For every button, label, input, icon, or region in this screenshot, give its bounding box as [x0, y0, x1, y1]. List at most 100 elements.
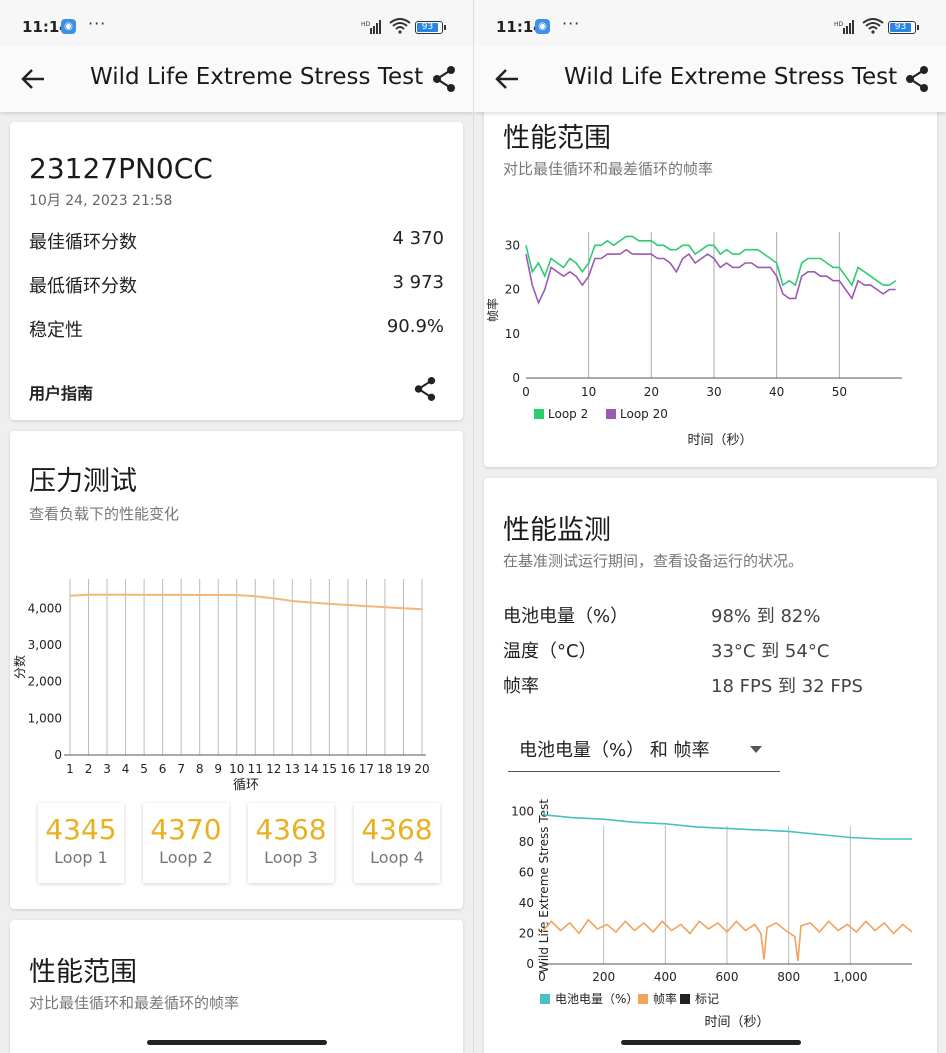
user-guide-link[interactable]: 用户指南: [29, 384, 94, 403]
legend-swatch: [606, 409, 616, 419]
device-name: 23127PN0CC: [29, 152, 213, 185]
x-tick-label: 30: [706, 385, 721, 399]
x-tick-label: 19: [396, 762, 411, 776]
framerate-value: 18 FPS 到 32 FPS: [711, 676, 863, 697]
loop-score: 4368: [255, 813, 327, 846]
y-tick-label: 1,000: [28, 711, 62, 725]
svg-text:HD: HD: [361, 21, 371, 28]
monitor-subtitle: 在基准测试运行期间，查看设备运行的状况。: [503, 552, 804, 570]
range-title: 性能范围: [29, 957, 137, 988]
battery-value: 98% 到 82%: [711, 606, 821, 627]
metric-dropdown[interactable]: 电池电量（%） 和 帧率: [508, 730, 780, 772]
x-tick-label: 11: [248, 762, 263, 776]
y-axis-title: 分数: [12, 655, 27, 679]
stability-value: 90.9%: [386, 316, 444, 337]
share-icon[interactable]: [413, 376, 437, 402]
right-screen: 11:14 ◉ ··· HD 93 Wild Life Extreme Stre…: [473, 0, 946, 1053]
fps-range-chart: 0 10 20 30 40 50 0 10 20 30 帧率 Loop 2 Loop 20 时间（秒）: [485, 232, 902, 448]
legend-label: 帧率: [653, 991, 677, 1006]
x-tick-label: 15: [322, 762, 337, 776]
y-tick-label: 20: [519, 927, 534, 941]
x-tick-label: 8: [196, 762, 204, 776]
status-time: 11:14: [496, 18, 544, 36]
home-indicator[interactable]: [147, 1040, 327, 1045]
x-tick-label: 16: [340, 762, 355, 776]
legend-swatch: [534, 409, 544, 419]
test-date: 10月 24, 2023 21:58: [29, 193, 173, 209]
share-icon[interactable]: [904, 65, 930, 93]
status-bar: 11:14 ◉ ··· HD 93: [474, 0, 946, 46]
x-tick-label: 600: [716, 970, 739, 984]
x-tick-label: 1,000: [833, 970, 867, 984]
battery-icon: 93: [888, 21, 919, 34]
chevron-down-icon: [750, 746, 762, 753]
wifi-icon: [389, 18, 411, 34]
app-notification-icon: ◉: [61, 19, 76, 34]
signal-icon: HD: [834, 20, 854, 34]
more-notifications-icon: ···: [88, 14, 107, 33]
x-tick-label: 17: [359, 762, 374, 776]
y-tick-label: 100: [511, 805, 534, 819]
x-axis-title: 时间（秒）: [704, 1015, 769, 1030]
worst-loop-value: 3 973: [392, 272, 444, 293]
legend-label: Loop 2: [548, 407, 588, 421]
back-arrow-icon[interactable]: [494, 66, 520, 92]
back-arrow-icon[interactable]: [20, 66, 46, 92]
y-tick-label: 2,000: [28, 675, 62, 689]
y-tick-label: 4,000: [28, 601, 62, 615]
score-chart: 1 2 3 4 5 6 7 8 9 10 11 12 13 14 15 16 17 18 19 2001,0002,0…: [12, 579, 430, 793]
best-loop-row: 最佳循环分数 4 370: [29, 228, 444, 254]
range-subtitle: 对比最佳循环和最差循环的帧率: [503, 160, 714, 178]
stress-test-card: 压力测试 查看负载下的性能变化 1 2 3 4 5 6 7 8 9 10 11 12 13 14 15 16 1…: [10, 431, 463, 909]
share-icon[interactable]: [431, 65, 457, 93]
left-screen: 11:14 ◉ ··· HD 93 Wild Life Extreme Stre…: [0, 14, 473, 1053]
loop-card-4[interactable]: 4368 Loop 4: [354, 803, 440, 883]
y-tick-label: 10: [505, 327, 520, 341]
y-axis-title: 帧率: [485, 298, 500, 322]
y-tick-label: 40: [519, 896, 534, 910]
signal-icon: HD: [361, 20, 381, 34]
x-tick-label: 20: [414, 762, 429, 776]
loop-card-3[interactable]: 4368 Loop 3: [248, 803, 334, 883]
monitor-card: 性能监测 在基准测试运行期间，查看设备运行的状况。 电池电量（%） 98% 到 8…: [484, 478, 937, 1053]
y-tick-label: 80: [519, 835, 534, 849]
x-tick-label: 18: [377, 762, 392, 776]
stress-subtitle: 查看负载下的性能变化: [29, 505, 180, 523]
app-notification-icon: ◉: [535, 19, 550, 34]
x-tick-label: 4: [122, 762, 130, 776]
x-tick-label: 0: [538, 970, 546, 984]
home-indicator[interactable]: [621, 1040, 801, 1045]
temperature-value: 33°C 到 54°C: [711, 641, 830, 662]
y-tick-label: 3,000: [28, 638, 62, 652]
summary-card: 23127PN0CC 10月 24, 2023 21:58 最佳循环分数 4 37…: [10, 122, 463, 420]
battery-label: 电池电量（%）: [503, 606, 629, 627]
loop-label: Loop 4: [370, 848, 424, 867]
series-line: [525, 235, 897, 287]
loop-label: Loop 1: [54, 848, 108, 867]
worst-loop-row: 最低循环分数 3 973: [29, 272, 444, 298]
y-tick-label: 0: [54, 748, 62, 762]
best-loop-label: 最佳循环分数: [29, 232, 137, 253]
x-tick-label: 3: [103, 762, 111, 776]
temperature-label: 温度（°C）: [503, 641, 597, 662]
page-title: Wild Life Extreme Stress Test: [90, 64, 424, 90]
temperature-row: 温度（°C） 33°C 到 54°C: [503, 637, 829, 663]
x-tick-label: 0: [522, 385, 530, 399]
series-line: [541, 813, 912, 840]
app-bar: Wild Life Extreme Stress Test: [474, 46, 946, 112]
legend-label: Loop 20: [620, 407, 668, 421]
x-tick-label: 400: [654, 970, 677, 984]
range-subtitle: 对比最佳循环和最差循环的帧率: [29, 994, 240, 1012]
legend-label: 标记: [695, 992, 719, 1006]
chart-title: Wild Life Extreme Stress Test: [537, 799, 551, 973]
legend-swatch: [680, 994, 690, 1004]
battery-icon: 93: [415, 21, 446, 34]
loop-card-1[interactable]: 4345 Loop 1: [38, 803, 124, 883]
page-title: Wild Life Extreme Stress Test: [564, 64, 898, 90]
battery-level: 93: [417, 23, 438, 32]
x-tick-label: 1: [66, 762, 74, 776]
framerate-row: 帧率 18 FPS 到 32 FPS: [503, 672, 863, 698]
loop-card-2[interactable]: 4370 Loop 2: [143, 803, 229, 883]
loop-score: 4345: [45, 813, 117, 846]
x-tick-label: 2: [85, 762, 93, 776]
